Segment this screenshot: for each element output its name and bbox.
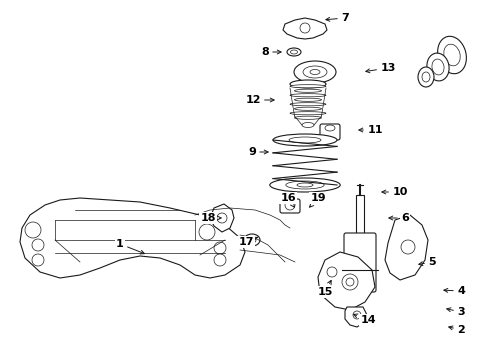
Polygon shape bbox=[210, 204, 234, 232]
Ellipse shape bbox=[294, 98, 321, 101]
Text: 11: 11 bbox=[359, 125, 383, 135]
Ellipse shape bbox=[303, 66, 327, 78]
Ellipse shape bbox=[244, 234, 260, 246]
Circle shape bbox=[25, 222, 41, 238]
Ellipse shape bbox=[422, 72, 430, 82]
Ellipse shape bbox=[294, 89, 321, 92]
Text: 16: 16 bbox=[280, 193, 296, 207]
Circle shape bbox=[300, 23, 310, 33]
Text: 4: 4 bbox=[444, 286, 465, 296]
Text: 1: 1 bbox=[116, 239, 145, 254]
Ellipse shape bbox=[290, 94, 326, 97]
Circle shape bbox=[199, 224, 215, 240]
Text: 3: 3 bbox=[447, 307, 465, 317]
Polygon shape bbox=[20, 198, 245, 278]
Ellipse shape bbox=[418, 67, 434, 87]
Ellipse shape bbox=[291, 50, 297, 54]
Text: 2: 2 bbox=[449, 325, 465, 335]
Ellipse shape bbox=[248, 237, 256, 243]
Ellipse shape bbox=[294, 107, 321, 110]
Circle shape bbox=[342, 274, 358, 290]
Ellipse shape bbox=[290, 112, 326, 115]
Polygon shape bbox=[318, 252, 375, 310]
Text: 8: 8 bbox=[261, 47, 281, 57]
Ellipse shape bbox=[438, 36, 466, 74]
Ellipse shape bbox=[325, 125, 335, 131]
Circle shape bbox=[32, 239, 44, 251]
Text: 17: 17 bbox=[238, 237, 258, 247]
Ellipse shape bbox=[287, 48, 301, 56]
Ellipse shape bbox=[270, 178, 340, 192]
Ellipse shape bbox=[427, 53, 449, 81]
Text: 5: 5 bbox=[419, 257, 436, 267]
Text: 10: 10 bbox=[382, 187, 408, 197]
Circle shape bbox=[214, 254, 226, 266]
Ellipse shape bbox=[290, 103, 326, 106]
Circle shape bbox=[353, 311, 361, 319]
Text: 19: 19 bbox=[310, 193, 326, 207]
Circle shape bbox=[32, 254, 44, 266]
Ellipse shape bbox=[290, 80, 326, 88]
Ellipse shape bbox=[273, 134, 337, 146]
Text: 9: 9 bbox=[248, 147, 268, 157]
Circle shape bbox=[346, 278, 354, 286]
Text: 6: 6 bbox=[389, 213, 409, 223]
Ellipse shape bbox=[432, 59, 444, 75]
Circle shape bbox=[327, 267, 337, 277]
Circle shape bbox=[401, 240, 415, 254]
Ellipse shape bbox=[349, 277, 370, 287]
Ellipse shape bbox=[294, 61, 336, 83]
Text: 18: 18 bbox=[200, 213, 221, 223]
Ellipse shape bbox=[354, 279, 366, 284]
Polygon shape bbox=[283, 18, 327, 39]
Text: 15: 15 bbox=[318, 280, 333, 297]
Circle shape bbox=[217, 213, 227, 223]
Ellipse shape bbox=[444, 44, 460, 66]
Ellipse shape bbox=[290, 85, 326, 88]
Text: 14: 14 bbox=[354, 314, 376, 325]
Ellipse shape bbox=[310, 69, 320, 75]
Circle shape bbox=[214, 242, 226, 254]
Ellipse shape bbox=[289, 137, 321, 143]
Text: 12: 12 bbox=[245, 95, 274, 105]
FancyBboxPatch shape bbox=[280, 199, 300, 213]
FancyBboxPatch shape bbox=[356, 195, 364, 235]
FancyBboxPatch shape bbox=[344, 233, 376, 292]
Text: 7: 7 bbox=[326, 13, 349, 23]
Ellipse shape bbox=[302, 122, 314, 127]
Ellipse shape bbox=[297, 183, 313, 187]
Ellipse shape bbox=[294, 116, 321, 119]
Circle shape bbox=[285, 200, 295, 210]
Ellipse shape bbox=[286, 181, 324, 189]
Text: 13: 13 bbox=[366, 63, 396, 73]
Polygon shape bbox=[385, 215, 428, 280]
Polygon shape bbox=[345, 307, 367, 327]
FancyBboxPatch shape bbox=[320, 124, 340, 140]
